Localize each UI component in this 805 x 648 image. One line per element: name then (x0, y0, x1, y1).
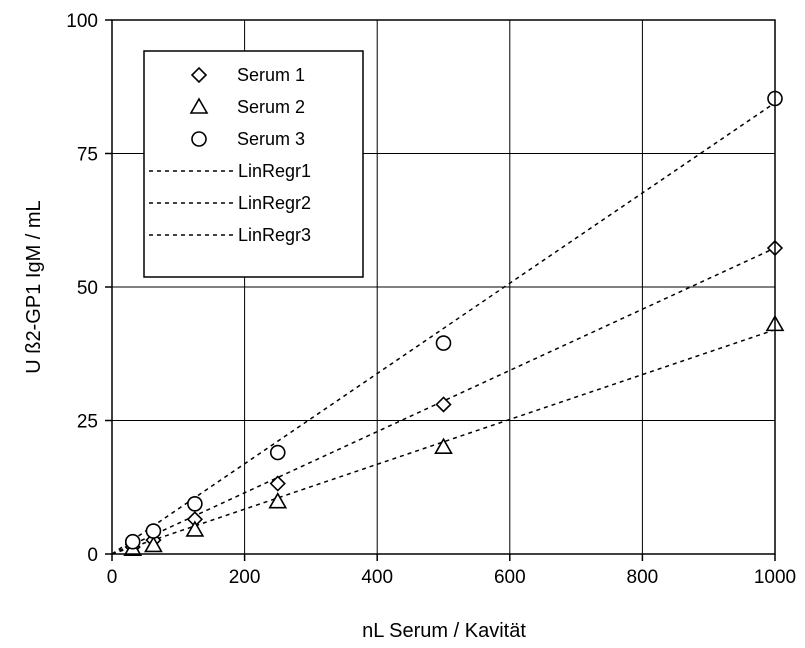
legend-label: LinRegr3 (238, 225, 311, 245)
serum-2-point (434, 437, 453, 455)
legend-label: LinRegr1 (238, 161, 311, 181)
legend-box (143, 50, 364, 278)
y-tick-label: 100 (66, 11, 98, 32)
data-points (123, 90, 785, 556)
serum-2-point (144, 535, 163, 553)
x-tick-label: 200 (229, 567, 261, 588)
serum-3-point (435, 335, 452, 351)
legend: Serum 1 Serum 2 Serum 3 LinRegr1 LinRegr2 Lin… (143, 50, 364, 278)
x-tick-label: 0 (107, 567, 118, 588)
legend-label: Serum 2 (237, 97, 305, 117)
axis-ticks (105, 19, 776, 561)
y-tick-label: 0 (87, 545, 98, 566)
regression-line-3 (111, 102, 776, 555)
serum-2-point (268, 492, 288, 509)
x-tick-label: 1000 (754, 567, 796, 588)
regression-lines (111, 102, 776, 555)
legend-label: Serum 1 (237, 65, 305, 85)
legend-marker (190, 66, 208, 84)
x-tick-label: 800 (627, 567, 659, 588)
x-axis-label: nL Serum / Kavität (362, 620, 526, 642)
x-tick-labels: 0 200 400 600 800 1000 (107, 567, 796, 588)
serum-1-point (269, 475, 286, 492)
serum-1-point (435, 396, 452, 413)
legend-label: LinRegr2 (238, 193, 311, 213)
serum-3-point (145, 523, 162, 539)
serum-3-point (269, 444, 286, 461)
serum-2-point (185, 520, 205, 537)
y-axis-label: U ß2-GP1 IgM / mL (23, 200, 45, 373)
serum-3-point (124, 533, 141, 550)
x-tick-label: 400 (361, 567, 393, 588)
y-tick-label: 25 (77, 412, 98, 433)
legend-label: Serum 3 (237, 129, 305, 149)
legend-marker (191, 131, 207, 147)
y-tick-labels: 0 25 50 75 100 (66, 11, 98, 566)
legend-marker (189, 97, 209, 114)
y-tick-label: 75 (77, 145, 98, 166)
x-tick-label: 600 (494, 567, 526, 588)
regression-line-1 (111, 247, 776, 555)
serum-3-point (187, 496, 203, 512)
y-tick-label: 50 (77, 278, 98, 299)
